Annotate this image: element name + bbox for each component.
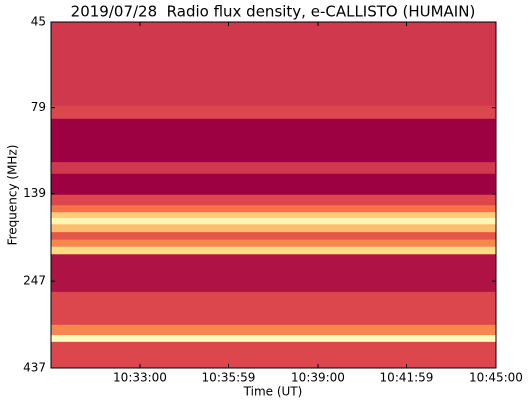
spectrogram-band — [51, 194, 496, 206]
spectrogram-band — [51, 205, 496, 213]
spectrogram-band — [51, 246, 496, 255]
x-tick-label: 10:41:59 — [380, 371, 434, 385]
y-tick-label: 247 — [23, 274, 46, 288]
spectrogram-band — [51, 254, 496, 293]
spectrogram-band — [51, 224, 496, 233]
spectrogram-band — [51, 324, 496, 336]
spectrogram-band — [51, 335, 496, 343]
spectrogram-band — [51, 118, 496, 163]
spectrogram-band — [51, 239, 496, 248]
x-axis-label: Time (UT) — [243, 385, 303, 399]
y-tick-label: 437 — [23, 361, 46, 375]
spectrogram-band — [51, 291, 496, 326]
plot-frame — [50, 21, 497, 369]
spectrogram-band — [51, 162, 496, 175]
spectrogram-band — [51, 105, 496, 120]
spectrogram-band — [51, 22, 496, 107]
spectrogram-band — [51, 341, 496, 369]
y-tick-label: 139 — [23, 186, 46, 200]
x-tick-label: 10:39:00 — [291, 371, 345, 385]
x-tick-label: 10:45:00 — [469, 371, 523, 385]
x-tick-label: 10:33:00 — [113, 371, 167, 385]
y-tick-label: 45 — [31, 15, 46, 29]
spectrogram-band — [51, 212, 496, 219]
spectrogram-band — [51, 232, 496, 241]
y-axis-label: Frequency (MHz) — [6, 145, 20, 246]
spectrogram-band — [51, 217, 496, 225]
y-tick-label: 79 — [31, 100, 46, 114]
spectrogram-band — [51, 173, 496, 196]
x-tick-label: 10:35:59 — [202, 371, 256, 385]
chart-title: 2019/07/28 Radio flux density, e-CALLIST… — [71, 3, 476, 21]
